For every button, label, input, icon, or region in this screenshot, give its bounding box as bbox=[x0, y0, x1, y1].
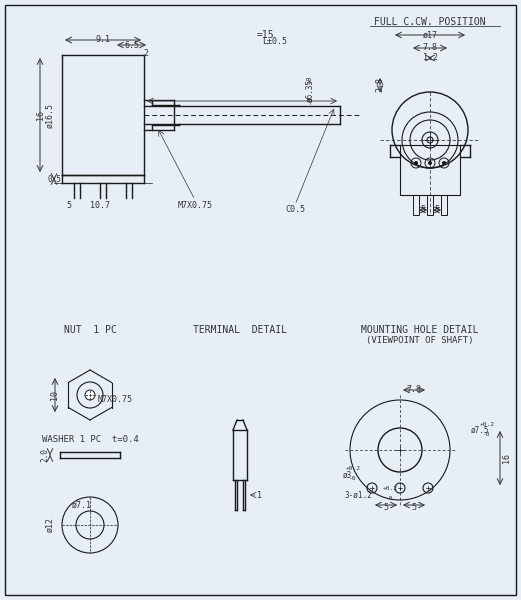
Text: -0: -0 bbox=[386, 497, 394, 502]
Text: NUT  1 PC: NUT 1 PC bbox=[64, 325, 116, 335]
Text: ø17: ø17 bbox=[423, 31, 438, 40]
Text: 10: 10 bbox=[51, 390, 59, 400]
Text: 16: 16 bbox=[502, 453, 512, 463]
Bar bbox=[400, 145, 460, 195]
Text: ø7.5: ø7.5 bbox=[471, 425, 489, 434]
Text: M7X0.75: M7X0.75 bbox=[178, 200, 213, 209]
Text: MOUNTING HOLE DETAIL: MOUNTING HOLE DETAIL bbox=[361, 325, 479, 335]
Text: 9.1: 9.1 bbox=[95, 35, 110, 44]
Bar bbox=[441, 195, 447, 215]
Text: =15: =15 bbox=[256, 30, 274, 40]
Text: 5: 5 bbox=[412, 503, 416, 512]
Circle shape bbox=[415, 161, 417, 164]
Text: 5: 5 bbox=[383, 503, 389, 512]
Text: 1.2: 1.2 bbox=[423, 53, 438, 62]
Text: 7.8: 7.8 bbox=[423, 43, 438, 52]
Text: +0.2: +0.2 bbox=[345, 466, 361, 470]
Circle shape bbox=[442, 161, 445, 164]
Text: -0: -0 bbox=[349, 475, 357, 481]
Circle shape bbox=[428, 161, 431, 164]
Bar bbox=[413, 195, 419, 215]
Text: (VIEWPOINT OF SHAFT): (VIEWPOINT OF SHAFT) bbox=[366, 335, 474, 344]
Text: 0.5: 0.5 bbox=[47, 175, 61, 184]
Text: -d: -d bbox=[307, 96, 313, 104]
Text: 6.5: 6.5 bbox=[125, 40, 140, 49]
Text: ø16.5: ø16.5 bbox=[45, 103, 55, 127]
Text: +0.2: +0.2 bbox=[479, 421, 494, 427]
Text: TERMINAL  DETAIL: TERMINAL DETAIL bbox=[193, 325, 287, 335]
Text: M7X0.75: M7X0.75 bbox=[97, 395, 132, 404]
Text: 2: 2 bbox=[143, 49, 148, 58]
Text: 16: 16 bbox=[35, 110, 44, 120]
Text: 2.8: 2.8 bbox=[376, 77, 384, 92]
Text: 5: 5 bbox=[420, 205, 426, 214]
Text: ø12: ø12 bbox=[45, 517, 55, 533]
Text: +0.2: +0.2 bbox=[382, 487, 398, 491]
Text: ø6.35: ø6.35 bbox=[305, 79, 315, 101]
Text: 1: 1 bbox=[257, 491, 263, 499]
Text: WASHER 1 PC  t=0.4: WASHER 1 PC t=0.4 bbox=[42, 436, 139, 445]
Text: -0: -0 bbox=[483, 431, 491, 437]
Text: ø3: ø3 bbox=[342, 470, 352, 479]
Text: 2.0: 2.0 bbox=[41, 448, 49, 462]
Bar bbox=[427, 195, 433, 215]
Text: 5: 5 bbox=[435, 205, 440, 214]
Text: 7.8: 7.8 bbox=[406, 385, 421, 395]
Text: 10.7: 10.7 bbox=[90, 200, 110, 209]
Text: +0: +0 bbox=[307, 76, 313, 84]
Text: C0.5: C0.5 bbox=[285, 205, 305, 214]
Text: 3-ø1.2: 3-ø1.2 bbox=[344, 491, 372, 499]
Text: 5: 5 bbox=[67, 200, 71, 209]
Text: L±0.5: L±0.5 bbox=[263, 37, 288, 46]
Text: FULL C.CW. POSITION: FULL C.CW. POSITION bbox=[374, 17, 486, 27]
Circle shape bbox=[85, 390, 95, 400]
Text: ø7.1: ø7.1 bbox=[72, 500, 92, 509]
